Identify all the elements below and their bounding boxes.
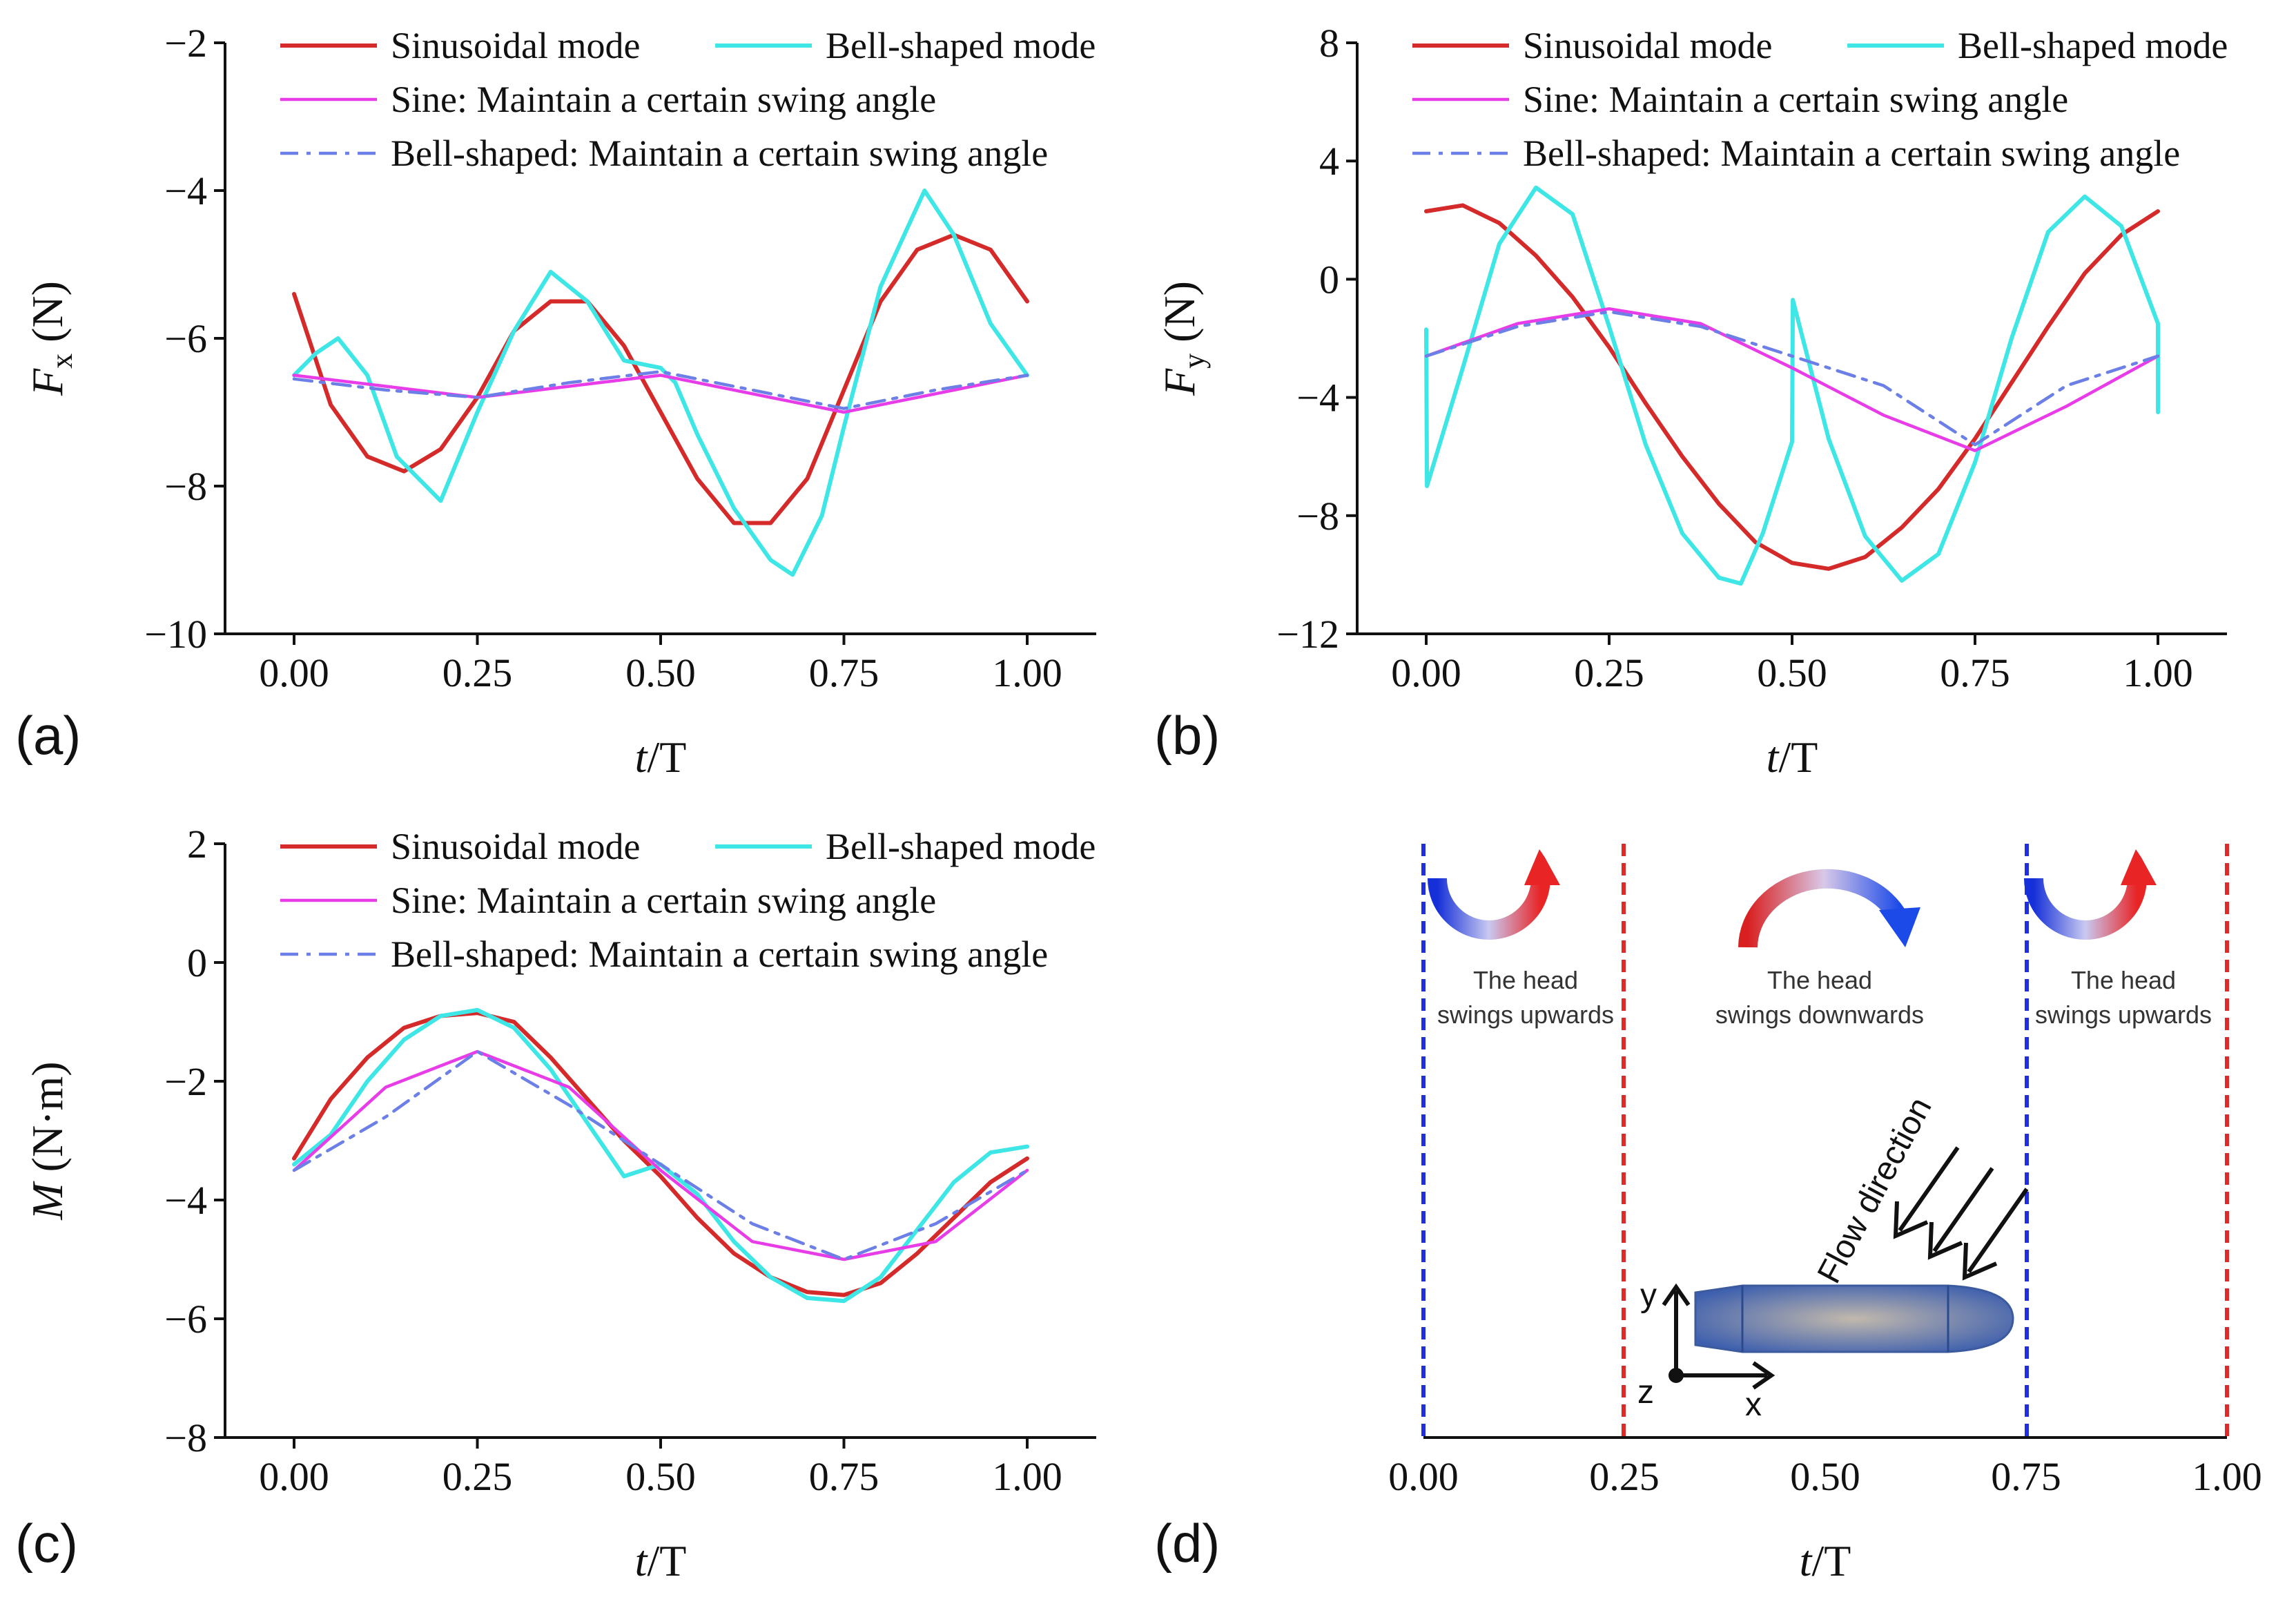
panel-b-xtick-label: 0.75 [1940, 650, 2010, 695]
panel-b-legend-label-2: Bell-shaped mode [1958, 25, 2228, 66]
panel-d-tick-2: 0.50 [1790, 1454, 1860, 1499]
panel-b-legend-label-3: Sine: Maintain a certain swing angle [1523, 79, 2068, 120]
panel-c-ytick-label: −6 [164, 1297, 207, 1342]
swing-up-arrow-1 [1428, 849, 1560, 940]
panel-d-tick-1: 0.25 [1589, 1454, 1660, 1499]
panel-c-legend-label-4: Bell-shaped: Maintain a certain swing an… [391, 933, 1048, 975]
panel-c-legend-label-1: Sinusoidal mode [391, 826, 641, 867]
panel-a-ytick-label: −4 [164, 168, 207, 213]
panel-a-ytick-label: −6 [164, 316, 207, 361]
panel-b-ytick-label: −4 [1296, 376, 1339, 420]
swing-up-arrow-2 [2024, 849, 2157, 940]
panel-c-ytick-label: −8 [164, 1415, 207, 1460]
axis-y-label: y [1640, 1277, 1657, 1314]
panel-label-a: (a) [15, 705, 81, 766]
panel-c-xtick-label: 0.25 [442, 1454, 513, 1499]
panel-c-xtick-label: 0.00 [259, 1454, 329, 1499]
panel-a-series-1-line [292, 233, 1029, 525]
panel-c-xtick-label: 1.00 [992, 1454, 1062, 1499]
panel-c-series-4-line [292, 1049, 1029, 1261]
panel-a-ytick-label: −2 [164, 21, 207, 66]
panel-a-legend-label-4: Bell-shaped: Maintain a certain swing an… [391, 133, 1048, 174]
panel-c-legend-label-3: Sine: Maintain a certain swing angle [391, 880, 936, 921]
axis-x-label: x [1745, 1386, 1762, 1423]
panel-b-legend-label-4: Bell-shaped: Maintain a certain swing an… [1523, 133, 2180, 174]
panel-a-chart: −10 −8 −6 −4 −2 0.00 0.25 0.50 0.75 1.00 t/T Fx (N)… [23, 21, 1096, 782]
phase2-text-line1: The head [1767, 966, 1872, 994]
panel-b-ytick-label: 4 [1319, 139, 1339, 184]
panel-c-series-1-line [292, 1011, 1029, 1297]
panel-b-xtick-label: 1.00 [2123, 650, 2193, 695]
panel-a-legend-label-3: Sine: Maintain a certain swing angle [391, 79, 936, 120]
panel-b-ytick-label: −8 [1296, 494, 1339, 539]
panel-c-ylabel: M (N·m) [23, 1061, 72, 1220]
phase1-text-line2: swings upwards [1437, 1000, 1614, 1029]
panel-b-series-3-line [1424, 307, 2160, 452]
panel-d-xlabel: t/T [1800, 1536, 1851, 1585]
panel-d-tick-0: 0.00 [1388, 1454, 1459, 1499]
swing-down-arrow [1738, 869, 1920, 948]
panel-a-xlabel: t/T [635, 733, 687, 782]
panel-a-legend-label-2: Bell-shaped mode [826, 25, 1096, 66]
panel-c-ytick-label: 0 [187, 940, 207, 985]
panel-a-ylabel: Fx (N) [23, 281, 79, 396]
panel-b-xlabel: t/T [1767, 733, 1818, 782]
panel-c-legend-label-2: Bell-shaped mode [826, 826, 1096, 867]
axis-z-label: z [1637, 1374, 1654, 1411]
panel-a-legend-label-1: Sinusoidal mode [391, 25, 641, 66]
panel-c-xtick-label: 0.75 [809, 1454, 879, 1499]
panel-b-series-1-line [1424, 203, 2160, 571]
phase3-text-line2: swings upwards [2035, 1000, 2212, 1029]
flow-direction-label: Flow direction [1811, 1092, 1939, 1289]
panel-a-ytick-label: −10 [144, 612, 207, 657]
panel-a-ytick-label: −8 [164, 464, 207, 509]
panel-d-tick-3: 0.75 [1991, 1454, 2061, 1499]
panel-c-ytick-label: −2 [164, 1059, 207, 1104]
flow-arrows [1893, 1146, 2029, 1281]
panel-b-series-2-line [1424, 185, 2161, 586]
coordinate-axes [1662, 1283, 1775, 1390]
panel-b-ytick-label: −12 [1276, 612, 1339, 657]
panel-a-xtick-label: 0.25 [442, 650, 513, 695]
panel-a-series-3-line [292, 374, 1029, 414]
panel-c-xtick-label: 0.50 [625, 1454, 696, 1499]
panel-a-series-4-line [292, 369, 1029, 410]
panel-c-chart: −8 −6 −4 −2 0 2 0.00 0.25 0.50 0.75 1.00 t/T M (N·m)… [23, 822, 1096, 1585]
panel-d-tick-4: 1.00 [2192, 1454, 2262, 1499]
robot-fish-body [1694, 1284, 2014, 1353]
panel-c-ytick-label: −4 [164, 1178, 207, 1223]
panel-b-ytick-label: 0 [1319, 257, 1339, 302]
panel-label-b: (b) [1154, 705, 1220, 766]
phase2-text-line2: swings downwards [1715, 1000, 1924, 1029]
panel-a-xtick-label: 0.00 [259, 650, 329, 695]
panel-c-series-2-line [292, 1007, 1029, 1304]
panel-b-xtick-label: 0.00 [1391, 650, 1461, 695]
panel-c-xlabel: t/T [635, 1536, 687, 1585]
panel-b-chart: −12 −8 −4 0 4 8 0.00 0.25 0.50 0.75 1.00 t/T Fy (N) S… [1155, 21, 2228, 782]
panel-b-xtick-label: 0.50 [1757, 650, 1827, 695]
panel-b-ytick-label: 8 [1319, 21, 1339, 66]
panel-a-xtick-label: 1.00 [992, 650, 1062, 695]
panel-b-legend-label-1: Sinusoidal mode [1523, 25, 1773, 66]
panel-a-xtick-label: 0.75 [809, 650, 879, 695]
panel-a-xtick-label: 0.50 [625, 650, 696, 695]
panel-label-d: (d) [1154, 1513, 1220, 1574]
phase1-text-line1: The head [1473, 966, 1578, 994]
panel-c-series-3-line [292, 1049, 1029, 1261]
panel-label-c: (c) [15, 1513, 78, 1574]
z-axis-dot [1669, 1368, 1684, 1383]
panel-d-schematic: The head swings upwards The head swings … [1388, 844, 2262, 1585]
panel-b-xtick-label: 0.25 [1574, 650, 1644, 695]
panel-b-series-4-line [1424, 310, 2160, 447]
panel-b-ylabel: Fy (N) [1155, 281, 1211, 396]
panel-c-ytick-label: 2 [187, 822, 207, 867]
phase3-text-line1: The head [2071, 966, 2176, 994]
